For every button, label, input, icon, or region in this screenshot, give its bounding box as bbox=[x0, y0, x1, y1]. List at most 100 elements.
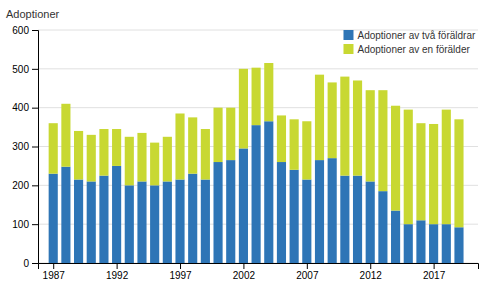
bar bbox=[302, 180, 311, 263]
bar-series bbox=[49, 63, 464, 227]
legend-label: Adoptioner av en förälder bbox=[357, 44, 470, 55]
x-tick-mark bbox=[243, 263, 244, 269]
bar bbox=[188, 117, 197, 173]
x-axis: 1987 1992 1997 2002 2007 2012 2017 bbox=[39, 263, 479, 281]
bars bbox=[49, 63, 464, 263]
bar bbox=[49, 123, 58, 173]
bar-series bbox=[49, 121, 464, 263]
bar bbox=[353, 176, 362, 263]
bar bbox=[239, 69, 248, 149]
bar bbox=[429, 224, 438, 263]
bar bbox=[378, 191, 387, 263]
bar bbox=[404, 224, 413, 263]
bar bbox=[226, 108, 235, 160]
y-tick-label: 100 bbox=[12, 219, 29, 230]
x-tick-label: 1997 bbox=[169, 270, 192, 281]
bar bbox=[74, 131, 83, 180]
y-tick-label: 500 bbox=[12, 64, 29, 75]
legend: Adoptioner av två föräldrar Adoptioner av… bbox=[343, 30, 476, 55]
bar bbox=[404, 110, 413, 225]
y-tick-mark bbox=[32, 185, 38, 186]
bar bbox=[201, 180, 210, 263]
x-tick: 1987 bbox=[43, 263, 66, 281]
bar bbox=[290, 119, 299, 169]
bar bbox=[125, 185, 134, 263]
bar bbox=[391, 211, 400, 263]
x-tick-label: 2007 bbox=[296, 270, 319, 281]
bar bbox=[137, 133, 146, 182]
bar bbox=[112, 166, 121, 263]
y-axis-line bbox=[32, 31, 39, 264]
bar bbox=[442, 224, 451, 263]
x-tick-mark bbox=[180, 263, 181, 269]
bar bbox=[87, 181, 96, 263]
x-tick-label: 1987 bbox=[43, 270, 66, 281]
y-tick-mark bbox=[32, 30, 38, 31]
legend-swatch bbox=[343, 30, 353, 40]
bar bbox=[99, 176, 108, 263]
bar bbox=[416, 123, 425, 220]
y-tick-label: 600 bbox=[12, 25, 29, 36]
y-tick-mark bbox=[32, 263, 38, 264]
x-tick-mark bbox=[307, 263, 308, 269]
bar bbox=[366, 90, 375, 181]
x-tick: 2017 bbox=[423, 263, 446, 281]
bar bbox=[61, 167, 70, 263]
y-tick-label: 200 bbox=[12, 180, 29, 191]
bar bbox=[252, 68, 261, 125]
plot: 1987 1992 1997 2002 2007 2012 2017 0 100 200 300 40… bbox=[12, 25, 478, 281]
x-tick: 2002 bbox=[233, 263, 256, 281]
bar bbox=[391, 106, 400, 211]
bar bbox=[213, 162, 222, 263]
x-tick-label: 1992 bbox=[106, 270, 129, 281]
y-tick-mark bbox=[32, 108, 38, 109]
x-tick: 1997 bbox=[169, 263, 192, 281]
x-tick: 1992 bbox=[106, 263, 129, 281]
bar bbox=[137, 181, 146, 263]
y-tick-mark bbox=[32, 224, 38, 225]
x-tick-label: 2002 bbox=[233, 270, 256, 281]
y-axis-label: Adoptioner bbox=[6, 8, 60, 20]
x-tick-mark bbox=[53, 263, 54, 269]
x-tick: 2012 bbox=[360, 263, 383, 281]
bar bbox=[112, 129, 121, 166]
legend-item: Adoptioner av en förälder bbox=[343, 44, 470, 55]
bar bbox=[328, 82, 337, 158]
x-tick: 2007 bbox=[296, 263, 319, 281]
bar bbox=[429, 124, 438, 224]
bar bbox=[175, 180, 184, 263]
bar bbox=[264, 121, 273, 263]
legend-item: Adoptioner av två föräldrar bbox=[343, 30, 476, 41]
legend-swatch bbox=[343, 44, 353, 54]
bar bbox=[340, 77, 349, 176]
y-tick: 400 bbox=[12, 102, 38, 113]
bar bbox=[454, 119, 463, 227]
x-tick-mark bbox=[117, 263, 118, 269]
x-tick-mark bbox=[370, 263, 371, 269]
bar bbox=[201, 129, 210, 179]
x-tick-label: 2012 bbox=[360, 270, 383, 281]
y-tick: 0 bbox=[23, 258, 38, 269]
grid bbox=[38, 30, 478, 263]
bar bbox=[74, 180, 83, 263]
bar bbox=[252, 125, 261, 263]
bar bbox=[277, 115, 286, 162]
bar bbox=[442, 110, 451, 225]
y-tick: 300 bbox=[12, 141, 38, 152]
bar bbox=[366, 181, 375, 263]
bar bbox=[239, 148, 248, 263]
bar bbox=[163, 137, 172, 182]
y-tick-label: 400 bbox=[12, 102, 29, 113]
legend-label: Adoptioner av två föräldrar bbox=[357, 30, 476, 41]
y-tick-label: 300 bbox=[12, 141, 29, 152]
x-axis-line bbox=[39, 264, 479, 270]
bar bbox=[378, 90, 387, 191]
bar bbox=[302, 121, 311, 179]
bar bbox=[99, 129, 108, 176]
bar bbox=[226, 160, 235, 263]
y-tick-mark bbox=[32, 147, 38, 148]
bar bbox=[416, 220, 425, 263]
y-axis: 0 100 200 300 400 500 600 bbox=[12, 25, 38, 269]
bar bbox=[61, 104, 70, 167]
bar bbox=[315, 75, 324, 160]
